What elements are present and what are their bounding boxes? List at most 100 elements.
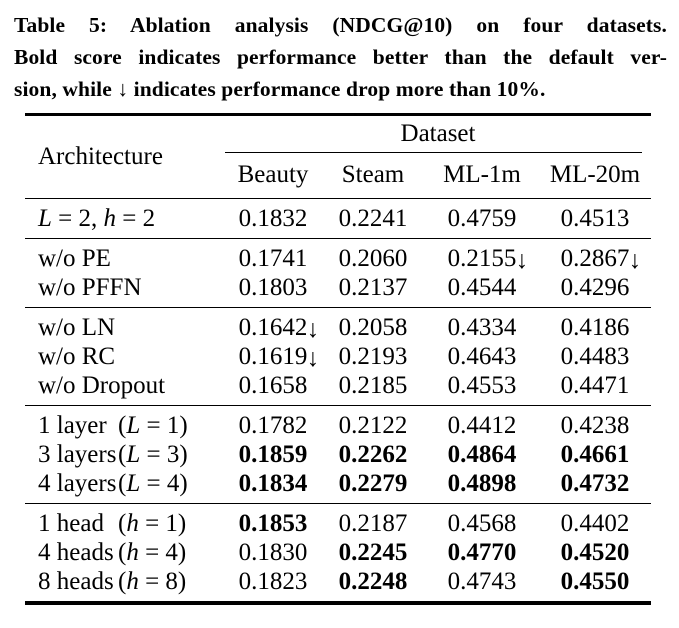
metric-value: 0.4770 <box>447 539 517 566</box>
column-header-steam: Steam <box>341 160 405 188</box>
value-cell: 0.4553 <box>425 371 539 400</box>
metric-value: 0.1782 <box>238 412 308 439</box>
value-cell: 0.2245 <box>321 538 425 567</box>
performance-drop-arrow-icon: ↓ <box>306 316 320 343</box>
table-row: w/o RC 0.1619 ↓ 0.2193 0.4643 0.4483 <box>25 342 651 372</box>
dataset-column-headers: Beauty Steam ML-1m ML-20m <box>225 153 651 196</box>
value-cell: 0.1642 ↓ <box>225 313 321 343</box>
row-label-name: 8 heads <box>38 568 114 595</box>
metric-value: 0.1803 <box>238 274 308 301</box>
value-cell: 0.4898 <box>425 469 539 498</box>
value-cell: 0.2193 <box>321 342 425 371</box>
metric-value: 0.4743 <box>447 568 517 595</box>
table-header: Architecture Dataset Beauty Steam ML-1m ML-… <box>25 116 651 199</box>
table-row: w/o PE 0.1741 0.2060 0.2155 ↓ 0.2867 ↓ <box>25 244 651 274</box>
table-row: 3 layers(L = 3) 0.1859 0.2262 0.4864 0.4661 <box>25 440 651 469</box>
metric-value: 0.2262 <box>338 441 408 468</box>
metric-value: 0.4864 <box>447 441 517 468</box>
column-header-beauty: Beauty <box>237 160 309 188</box>
metric-value: 0.1859 <box>238 441 308 468</box>
row-label: 1 head (h = 1) <box>25 509 225 538</box>
metric-value: 0.2248 <box>338 568 408 595</box>
value-cell: 0.4520 <box>539 538 651 567</box>
metric-value: 0.4553 <box>447 372 517 399</box>
value-cell: 0.1803 <box>225 273 321 302</box>
metric-value: 0.4568 <box>447 510 517 537</box>
row-label: 4 layers(L = 4) <box>25 469 225 498</box>
metric-value: 0.2245 <box>338 539 408 566</box>
table-row: 1 layer (L = 1) 0.1782 0.2122 0.4412 0.4238 <box>25 411 651 440</box>
value-cell: 0.1619 ↓ <box>225 342 321 372</box>
metric-value: 0.1658 <box>238 372 308 399</box>
row-label-name: w/o Dropout <box>38 372 166 399</box>
performance-drop-arrow-icon: ↓ <box>306 345 320 372</box>
value-cell: 0.4743 <box>425 567 539 596</box>
metric-value: 0.4412 <box>447 412 517 439</box>
value-cell: 0.2060 <box>321 244 425 273</box>
row-label: 8 heads (h = 8) <box>25 567 225 596</box>
row-group: 1 layer (L = 1) 0.1782 0.2122 0.4412 0.4238 3 … <box>25 406 651 504</box>
metric-value: 0.1642 ↓ <box>238 314 320 343</box>
table-row: 4 heads (h = 4) 0.1830 0.2245 0.4770 0.4520 <box>25 538 651 567</box>
column-header-architecture: Architecture <box>38 143 163 170</box>
dataset-underline-rule <box>225 152 642 153</box>
metric-value: 0.1823 <box>238 568 308 595</box>
row-label-name: 4 heads <box>38 539 114 566</box>
value-cell: 0.4471 <box>539 371 651 400</box>
table-row: w/o LN 0.1642 ↓ 0.2058 0.4334 0.4186 <box>25 313 651 343</box>
metric-value: 0.2187 <box>338 510 408 537</box>
row-label: w/o LN <box>25 313 225 342</box>
value-cell: 0.2185 <box>321 371 425 400</box>
metric-value: 0.2122 <box>338 412 408 439</box>
metric-value: 0.2279 <box>338 470 408 497</box>
metric-value: 0.4471 <box>560 372 630 399</box>
table-row: L = 2, h = 2 0.1832 0.2241 0.4759 0.4513 <box>25 204 651 233</box>
ablation-table: Architecture Dataset Beauty Steam ML-1m ML-… <box>25 113 651 605</box>
value-cell: 0.2867 ↓ <box>539 244 651 274</box>
metric-value: 0.2867 ↓ <box>560 245 642 274</box>
table-body: L = 2, h = 2 0.1832 0.2241 0.4759 0.4513 w/o … <box>25 199 651 605</box>
value-cell: 0.1853 <box>225 509 321 538</box>
value-cell: 0.4412 <box>425 411 539 440</box>
metric-value: 0.2193 <box>338 343 408 370</box>
value-cell: 0.4864 <box>425 440 539 469</box>
metric-value: 0.1832 <box>238 205 308 232</box>
value-cell: 0.1741 <box>225 244 321 273</box>
dataset-header-group: Dataset Beauty Steam ML-1m ML-20m <box>225 116 651 198</box>
value-cell: 0.2262 <box>321 440 425 469</box>
row-label-name: w/o LN <box>38 314 116 341</box>
row-label-name: 3 layers <box>38 441 117 468</box>
row-label-condition: (L = 4) <box>118 470 188 497</box>
value-cell: 0.4770 <box>425 538 539 567</box>
value-cell: 0.2241 <box>321 204 425 233</box>
performance-drop-arrow-icon: ↓ <box>515 247 529 274</box>
value-cell: 0.1782 <box>225 411 321 440</box>
row-label: 3 layers(L = 3) <box>25 440 225 469</box>
table-row: 8 heads (h = 8) 0.1823 0.2248 0.4743 0.4550 <box>25 567 651 596</box>
metric-value: 0.4550 <box>560 568 630 595</box>
metric-value: 0.4334 <box>447 314 517 341</box>
row-label: w/o RC <box>25 342 225 371</box>
metric-value: 0.4520 <box>560 539 630 566</box>
row-label: L = 2, h = 2 <box>25 204 225 233</box>
metric-value: 0.2155 ↓ <box>447 245 529 274</box>
row-label-name: w/o PE <box>38 245 111 272</box>
metric-value: 0.1741 <box>238 245 308 272</box>
metric-value: 0.1834 <box>238 470 308 497</box>
caption-line-1: Table 5: Ablation analysis (NDCG@10) on … <box>14 13 667 37</box>
row-group: 1 head (h = 1) 0.1853 0.2187 0.4568 0.4402 4 h… <box>25 504 651 605</box>
value-cell: 0.2187 <box>321 509 425 538</box>
value-cell: 0.2122 <box>321 411 425 440</box>
row-label-condition: (h = 1) <box>118 510 187 537</box>
value-cell: 0.4186 <box>539 313 651 342</box>
value-cell: 0.4661 <box>539 440 651 469</box>
caption-line-2: Bold score indicates performance better … <box>14 45 667 69</box>
row-label-name: 1 layer <box>38 412 107 439</box>
value-cell: 0.4402 <box>539 509 651 538</box>
value-cell: 0.1823 <box>225 567 321 596</box>
row-group: L = 2, h = 2 0.1832 0.2241 0.4759 0.4513 <box>25 199 651 239</box>
metric-value: 0.2137 <box>338 274 408 301</box>
value-cell: 0.4296 <box>539 273 651 302</box>
metric-value: 0.4544 <box>447 274 517 301</box>
